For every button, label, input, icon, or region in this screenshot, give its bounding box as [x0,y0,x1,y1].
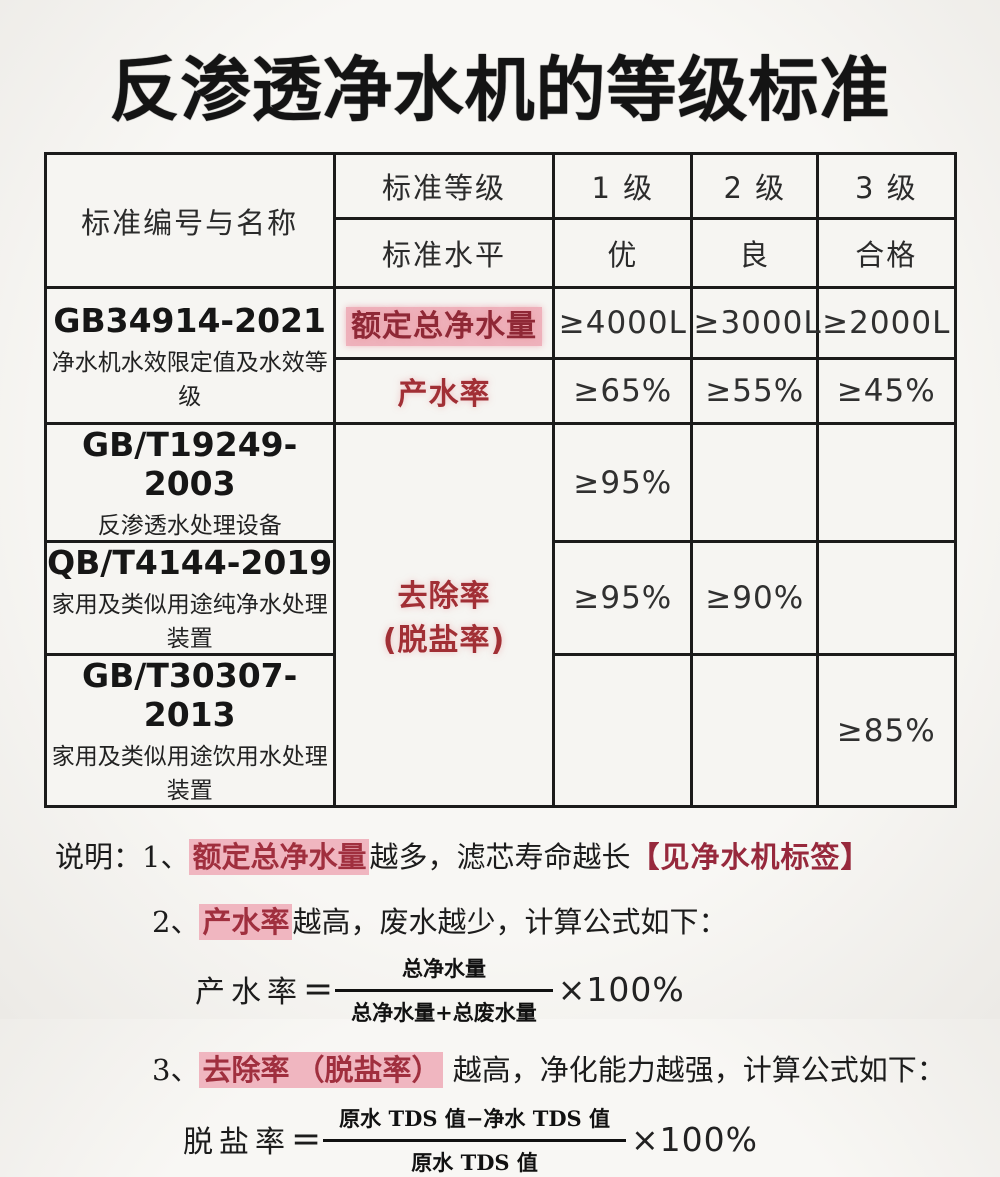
grade-label-cell: 标准等级 [332,152,556,220]
level-3-cell: 合格 [816,217,957,289]
gbt19249-grade2-value [690,422,820,543]
rated-flow-label-cell: 额定总净水量 [332,286,556,360]
water-rate-formula: 产水率 = 总净水量 总净水量+总废水量 ×100% [195,951,1000,1027]
notes-prefix: 说明： [55,840,143,874]
gbt19249-code: GB/T19249-2003 [82,425,298,503]
note-1-text: 越多，滤芯寿命越长 [369,840,631,874]
water-rate-grade3-value: ≥45% [816,357,957,425]
removal-rate-label-cell: 去除率 (脱盐率) [332,422,556,808]
water-rate-row: 产水率 ≥65% ≥55% ≥45% [45,357,957,425]
qbt4144-row: QB/T4144-2019 家用及类似用途纯净水处理装置 ≥95% ≥90% [43,540,957,656]
qbt4144-grade2-value: ≥90% [690,540,820,656]
qbt4144-name: 家用及类似用途纯净水处理装置 [51,592,328,652]
gbt30307-name: 家用及类似用途饮用水处理装置 [51,744,328,804]
note-1-number: 1、 [142,840,190,874]
gbt19249-name: 反渗透水处理设备 [97,513,282,539]
note-2-text: 越高，废水越少，计算公式如下： [292,905,728,939]
note-3-highlight: 去除率 [199,1052,293,1088]
gbt19249-grade1-value: ≥95% [552,422,694,543]
grade-2-cell: 2 级 [690,152,820,220]
rated-flow-label: 额定总净水量 [346,307,543,346]
water-rate-grade1-value: ≥65% [552,357,694,425]
gbt30307-row: GB/T30307-2013 家用及类似用途饮用水处理装置 ≥85% [43,653,957,808]
header-row-level: 标准水平 优 良 合格 [45,217,957,289]
note-3: 3、 去除率 （脱盐率） 越高，净化能力越强，计算公式如下： [55,1047,1000,1089]
formula-1-numerator: 总净水量 [335,951,553,992]
level-2-cell: 良 [690,217,820,289]
grade-standard-table: 标准编号与名称 标准等级 1 级 2 级 3 级 标准水平 优 良 合格 GB3… [43,152,957,808]
note-1-bracket: 【见净水机标签】 [630,840,871,874]
formula-2-numerator: 原水 TDS 值−净水 TDS 值 [323,1101,627,1142]
gbt30307-grade1-value [552,653,694,808]
formula-1-fraction: 总净水量 总净水量+总废水量 [335,951,553,1027]
water-rate-label-cell: 产水率 [332,357,556,425]
note-3-highlight-2: （脱盐率） [292,1052,444,1088]
note-1: 说明：1、 额定总净水量 越多，滤芯寿命越长【见净水机标签】 [55,834,1000,876]
header-row-grade: 标准编号与名称 标准等级 1 级 2 级 3 级 [43,152,957,289]
formula-2-suffix: ×100% [631,1119,759,1159]
gbt19249-cell: GB/T19249-2003 反渗透水处理设备 [43,422,336,543]
rated-flow-grade2-value: ≥3000L [690,286,821,360]
removal-rate-label-line2: (脱盐率) [382,623,506,658]
water-rate-grade2-value: ≥55% [690,357,820,425]
note-2-number: 2、 [152,905,200,939]
qbt4144-code: QB/T4144-2019 [47,543,333,582]
note-2: 2、 产水率 越高，废水越少，计算公式如下： [55,899,1000,941]
gbt30307-grade3-value: ≥85% [816,653,957,808]
qbt4144-grade1-value: ≥95% [552,540,694,656]
removal-rate-label-line1: 去除率 [397,579,491,614]
formula-1-denominator: 总净水量+总废水量 [351,1000,537,1025]
formula-2-denominator: 原水 TDS 值 [411,1150,538,1175]
rated-flow-grade3-value: ≥2000L [816,286,957,360]
gbt19249-grade3-value [816,422,957,543]
page-title: 反渗透净水机的等级标准 [109,49,891,131]
gb34914-name: 净水机水效限定值及水效等级 [51,349,328,410]
grade-1-cell: 1 级 [552,152,694,220]
qbt4144-grade3-value [816,540,957,656]
rated-flow-grade1-value: ≥4000L [552,286,694,360]
rated-flow-row: GB34914-2021 净水机水效限定值及水效等级 额定总净水量 ≥4000L… [43,286,957,425]
level-1-cell: 优 [552,217,694,289]
corner-header-cell: 标准编号与名称 [43,152,336,289]
note-1-highlight: 额定总净水量 [189,839,370,875]
note-3-text: 越高，净化能力越强，计算公式如下： [443,1053,946,1087]
grade-3-cell: 3 级 [816,152,957,220]
gbt30307-cell: GB/T30307-2013 家用及类似用途饮用水处理装置 [43,653,336,808]
gb34914-cell: GB34914-2021 净水机水效限定值及水效等级 [43,286,336,425]
gbt19249-row: GB/T19249-2003 反渗透水处理设备 去除率 (脱盐率) ≥95% [43,422,957,808]
qbt4144-cell: QB/T4144-2019 家用及类似用途纯净水处理装置 [43,540,336,656]
note-2-highlight: 产水率 [199,904,293,940]
gbt30307-grade2-value [690,653,820,808]
desalination-formula: 脱盐率 = 原水 TDS 值−净水 TDS 值 原水 TDS 值 ×100% [183,1101,1000,1177]
note-3-number: 3、 [152,1053,200,1087]
gb34914-code: GB34914-2021 [53,300,326,340]
formula-2-lhs: 脱盐率 [183,1125,291,1160]
formula-2-fraction: 原水 TDS 值−净水 TDS 值 原水 TDS 值 [323,1101,627,1177]
formula-1-lhs: 产水率 [195,975,303,1010]
formula-1-equals: = [303,968,334,1010]
gbt30307-code: GB/T30307-2013 [82,656,298,734]
notes-section: 说明：1、 额定总净水量 越多，滤芯寿命越长【见净水机标签】 2、 产水率 越高，废水越… [55,834,1000,1177]
level-label-cell: 标准水平 [332,217,556,289]
formula-2-equals: = [291,1118,322,1160]
formula-1-suffix: ×100% [557,969,685,1009]
